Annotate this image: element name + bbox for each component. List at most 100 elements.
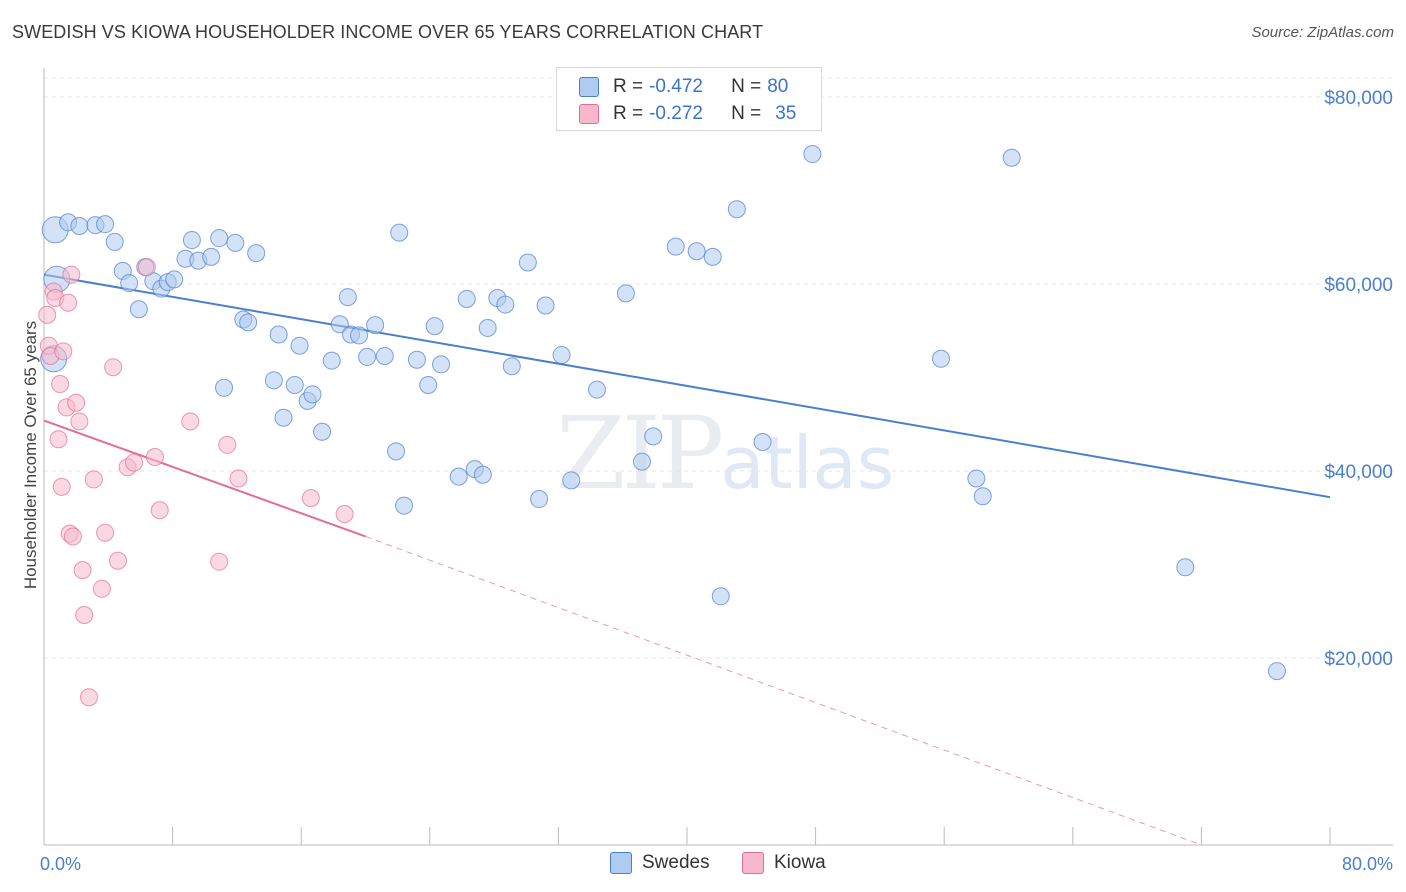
x-tick-label: 0.0% bbox=[40, 854, 81, 874]
point-kiowa bbox=[92, 579, 111, 598]
point-kiowa bbox=[75, 605, 94, 624]
point-swedes bbox=[432, 355, 451, 374]
point-swedes bbox=[711, 587, 730, 606]
bottom-legend-label-kiowa: Kiowa bbox=[774, 852, 826, 873]
source-label: Source: ZipAtlas.com bbox=[1251, 24, 1394, 41]
legend-row-swedes: R = -0.472 N = 80 bbox=[579, 76, 788, 98]
point-swedes bbox=[502, 357, 521, 376]
point-kiowa bbox=[301, 489, 320, 508]
point-swedes bbox=[632, 452, 651, 471]
point-kiowa bbox=[59, 293, 78, 312]
point-swedes bbox=[727, 200, 746, 219]
bottom-legend-swatch-kiowa bbox=[742, 852, 764, 874]
point-swedes bbox=[239, 313, 258, 332]
point-swedes bbox=[274, 408, 293, 427]
trend-line-swedes bbox=[43, 273, 1331, 499]
legend: R = -0.472 N = 80 R = -0.272 N = 35 bbox=[556, 67, 822, 131]
point-swedes bbox=[247, 244, 266, 263]
point-swedes bbox=[457, 289, 476, 308]
point-swedes bbox=[350, 326, 369, 345]
point-swedes bbox=[803, 145, 822, 164]
point-kiowa bbox=[108, 551, 127, 570]
watermark-atlas: atlas bbox=[720, 421, 895, 505]
point-swedes bbox=[931, 349, 950, 368]
legend-n-label: N = bbox=[731, 103, 762, 124]
point-swedes bbox=[390, 223, 409, 242]
legend-r-value: -0.472 bbox=[649, 76, 703, 97]
point-swedes bbox=[358, 347, 377, 366]
point-swedes bbox=[562, 471, 581, 490]
point-kiowa bbox=[67, 393, 86, 412]
point-kiowa bbox=[63, 527, 82, 546]
point-kiowa bbox=[145, 447, 164, 466]
point-kiowa bbox=[104, 358, 123, 377]
point-swedes bbox=[425, 317, 444, 336]
point-swedes bbox=[587, 380, 606, 399]
point-swedes bbox=[226, 233, 245, 252]
trend-line-kiowa bbox=[43, 419, 366, 538]
point-swedes bbox=[616, 284, 635, 303]
chart-title: SWEDISH VS KIOWA HOUSEHOLDER INCOME OVER… bbox=[12, 22, 764, 42]
point-swedes bbox=[387, 442, 406, 461]
point-kiowa bbox=[125, 453, 144, 472]
bottom-legend-swatch-swedes bbox=[610, 852, 632, 874]
point-swedes bbox=[322, 351, 341, 370]
point-swedes bbox=[338, 288, 357, 307]
point-swedes bbox=[552, 346, 571, 365]
legend-n-label: N = bbox=[731, 76, 762, 97]
point-swedes bbox=[290, 336, 309, 355]
point-swedes bbox=[165, 270, 184, 289]
legend-n-value: 80 bbox=[767, 76, 789, 97]
point-swedes bbox=[536, 296, 555, 315]
bottom-legend-kiowa: Kiowa bbox=[742, 852, 826, 874]
point-kiowa bbox=[38, 305, 57, 324]
point-swedes bbox=[1176, 558, 1195, 577]
point-kiowa bbox=[80, 688, 99, 707]
point-kiowa bbox=[62, 265, 81, 284]
point-swedes bbox=[105, 232, 124, 251]
legend-n-value: 35 bbox=[775, 103, 797, 124]
point-swedes bbox=[496, 295, 515, 314]
point-swedes bbox=[120, 274, 139, 293]
point-swedes bbox=[1267, 662, 1286, 681]
point-swedes bbox=[215, 378, 234, 397]
point-swedes bbox=[96, 215, 115, 234]
point-kiowa bbox=[218, 435, 237, 454]
point-kiowa bbox=[54, 342, 73, 361]
point-swedes bbox=[330, 315, 349, 334]
point-swedes bbox=[478, 318, 497, 337]
point-swedes bbox=[753, 433, 772, 452]
y-tick-label: $40,000 bbox=[1324, 462, 1393, 483]
point-kiowa bbox=[73, 561, 92, 580]
point-swedes bbox=[70, 217, 89, 236]
trend-lines bbox=[43, 273, 1331, 846]
legend-swatch-kiowa bbox=[579, 104, 599, 124]
trend-extension-kiowa bbox=[365, 535, 1202, 846]
legend-r-label: R = bbox=[613, 103, 644, 124]
point-swedes bbox=[264, 371, 283, 390]
point-swedes bbox=[687, 242, 706, 261]
point-swedes bbox=[644, 427, 663, 446]
point-swedes bbox=[973, 487, 992, 506]
point-swedes bbox=[666, 237, 685, 256]
point-kiowa bbox=[84, 470, 103, 489]
y-tick-label: $20,000 bbox=[1324, 649, 1393, 670]
legend-swatch-swedes bbox=[579, 77, 599, 97]
point-swedes bbox=[530, 490, 549, 509]
data-points bbox=[38, 145, 1286, 707]
axes bbox=[43, 68, 1393, 846]
point-kiowa bbox=[137, 258, 156, 277]
point-swedes bbox=[269, 325, 288, 344]
point-swedes bbox=[449, 467, 468, 486]
point-kiowa bbox=[49, 430, 68, 449]
point-swedes bbox=[1002, 148, 1021, 167]
point-kiowa bbox=[96, 523, 115, 542]
point-swedes bbox=[518, 253, 537, 272]
point-kiowa bbox=[70, 412, 89, 431]
axis-labels: $20,000 $40,000 $60,000 $80,000 0.0% 80.0% Hou… bbox=[21, 88, 1393, 874]
legend-r-value: -0.272 bbox=[649, 103, 703, 124]
point-swedes bbox=[703, 247, 722, 266]
y-tick-label: $80,000 bbox=[1324, 88, 1393, 109]
bottom-legend-label-swedes: Swedes bbox=[642, 852, 710, 873]
